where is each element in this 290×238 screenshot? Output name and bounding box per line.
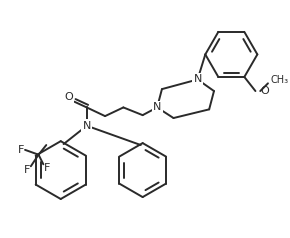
Text: F: F <box>24 165 30 175</box>
Text: CH₃: CH₃ <box>271 75 289 85</box>
Text: N: N <box>83 121 91 131</box>
Text: F: F <box>18 145 24 155</box>
Text: O: O <box>64 92 73 102</box>
Text: N: N <box>153 102 161 112</box>
Text: O: O <box>260 86 269 96</box>
Text: N: N <box>193 74 202 84</box>
Text: F: F <box>44 163 50 173</box>
